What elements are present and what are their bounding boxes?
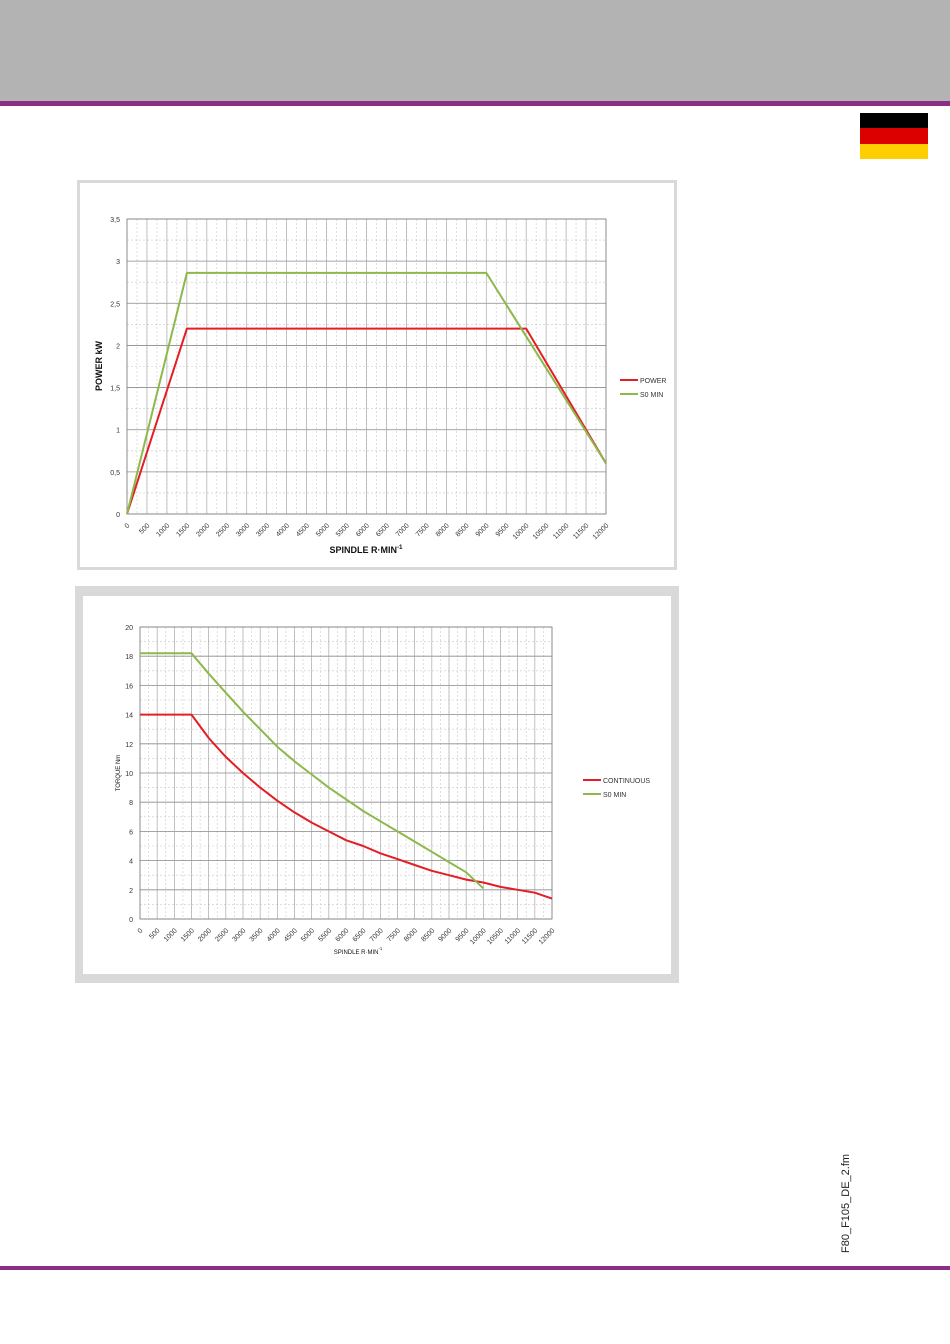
series-line-1 bbox=[126, 327, 607, 515]
x-tick-label: 3500 bbox=[249, 927, 265, 943]
flag-stripe-gold bbox=[860, 143, 928, 159]
y-tick-label: 14 bbox=[125, 713, 133, 720]
y-tick-label: 4 bbox=[129, 859, 133, 866]
x-tick-label: 9000 bbox=[475, 522, 491, 538]
x-tick-label: 11500 bbox=[572, 522, 590, 540]
series-line-1 bbox=[140, 713, 553, 900]
x-tick-label: 6500 bbox=[375, 522, 391, 538]
file-identifier: F80_F105_DE_2.fm bbox=[840, 1153, 852, 1253]
x-tick-label: 8000 bbox=[403, 927, 419, 943]
x-tick-label: 11000 bbox=[504, 927, 522, 945]
y-tick-label: 0 bbox=[129, 917, 133, 924]
x-tick-label: 12000 bbox=[538, 927, 557, 946]
x-tick-label: 3500 bbox=[255, 522, 271, 538]
series-line-2 bbox=[140, 652, 484, 890]
x-tick-label: 11000 bbox=[552, 522, 570, 540]
x-tick-label: 8500 bbox=[455, 522, 471, 538]
x-tick-label: 11500 bbox=[521, 927, 539, 945]
x-tick-label: 6000 bbox=[334, 927, 350, 943]
flag-stripe-red bbox=[860, 128, 928, 144]
x-tick-label: 5000 bbox=[315, 522, 331, 538]
header-rule bbox=[0, 101, 950, 106]
series-line-2 bbox=[126, 271, 607, 515]
legend-label: S0 MIN bbox=[603, 792, 626, 799]
power-chart-panel: 0 0,5 1 1,5 2 2,5 3 3,5 0 500 1000 1500 2000 2500 3000… bbox=[80, 183, 674, 567]
x-tick-label: 8500 bbox=[420, 927, 436, 943]
x-tick-label: 1500 bbox=[180, 927, 196, 943]
x-tick-label: 7500 bbox=[386, 927, 402, 943]
x-tick-label: 5500 bbox=[317, 927, 333, 943]
torque-chart-frame: 0 2 4 6 8 10 12 14 16 18 20 0 500 1000 1500 2000 2500 300… bbox=[75, 586, 679, 983]
x-tick-label: 1500 bbox=[175, 522, 191, 538]
x-tick-label: 10000 bbox=[469, 927, 488, 946]
x-tick-label: 7500 bbox=[415, 522, 431, 538]
flag-stripe-black bbox=[860, 113, 928, 129]
x-tick-label: 9000 bbox=[437, 927, 453, 943]
legend-label: S0 MIN bbox=[640, 392, 663, 399]
y-tick-label: 8 bbox=[129, 800, 133, 807]
x-tick-label: 7000 bbox=[395, 522, 411, 538]
x-tick-label: 500 bbox=[148, 927, 161, 940]
x-tick-label: 8000 bbox=[435, 522, 451, 538]
y-tick-label: 12 bbox=[125, 742, 133, 749]
y-tick-label: 0 bbox=[116, 512, 120, 519]
header-band bbox=[0, 0, 950, 101]
x-tick-label: 2000 bbox=[195, 522, 211, 538]
y-tick-label: 0,5 bbox=[110, 470, 120, 477]
x-tick-label: 0 bbox=[137, 927, 145, 935]
y-axis-label: POWER kW bbox=[94, 341, 104, 392]
x-tick-label: 10500 bbox=[532, 522, 551, 541]
y-tick-label: 20 bbox=[125, 625, 133, 632]
y-tick-label: 2 bbox=[129, 888, 133, 895]
x-tick-label: 500 bbox=[138, 522, 151, 535]
x-tick-label: 2500 bbox=[214, 927, 230, 943]
german-flag-icon bbox=[860, 113, 928, 159]
x-tick-label: 12000 bbox=[592, 522, 611, 541]
x-tick-label: 3000 bbox=[231, 927, 247, 943]
x-tick-label: 4000 bbox=[266, 927, 282, 943]
plot-area-border bbox=[139, 626, 553, 920]
y-tick-label: 2,5 bbox=[110, 301, 120, 308]
legend-label: CONTINUOUS bbox=[603, 778, 650, 785]
y-tick-label: 16 bbox=[125, 683, 133, 690]
torque-chart-panel: 0 2 4 6 8 10 12 14 16 18 20 0 500 1000 1500 2000 2500 300… bbox=[83, 596, 671, 974]
y-tick-label: 1 bbox=[116, 428, 120, 435]
x-tick-label: 1000 bbox=[155, 522, 171, 538]
x-tick-label: 4500 bbox=[283, 927, 299, 943]
power-chart: 0 0,5 1 1,5 2 2,5 3 3,5 0 500 1000 1500 2000 2500 3000… bbox=[94, 217, 666, 555]
x-tick-label: 9500 bbox=[495, 522, 511, 538]
x-tick-label: 0 bbox=[124, 522, 132, 530]
x-axis-label: SPINDLE R·MIN-1 bbox=[329, 544, 403, 555]
power-chart-frame: 0 0,5 1 1,5 2 2,5 3 3,5 0 500 1000 1500 2000 2500 3000… bbox=[77, 180, 677, 570]
y-tick-label: 6 bbox=[129, 829, 133, 836]
x-tick-label: 1000 bbox=[163, 927, 179, 943]
x-tick-label: 5000 bbox=[300, 927, 316, 943]
x-tick-label: 10500 bbox=[486, 927, 505, 946]
x-tick-label: 10000 bbox=[512, 522, 531, 541]
y-tick-label: 3 bbox=[116, 259, 120, 266]
plot-area-border bbox=[126, 218, 607, 515]
y-tick-label: 18 bbox=[125, 654, 133, 661]
x-tick-label: 3000 bbox=[235, 522, 251, 538]
footer-rule bbox=[0, 1266, 950, 1270]
x-tick-label: 4000 bbox=[275, 522, 291, 538]
x-tick-label: 7000 bbox=[369, 927, 385, 943]
y-tick-label: 2 bbox=[116, 343, 120, 350]
y-tick-label: 1,5 bbox=[110, 386, 120, 393]
x-tick-label: 6500 bbox=[352, 927, 368, 943]
y-axis-label: TORQUE Nm bbox=[116, 755, 122, 792]
x-tick-label: 5500 bbox=[335, 522, 351, 538]
x-tick-label: 6000 bbox=[355, 522, 371, 538]
legend-label: POWER bbox=[640, 378, 666, 385]
x-tick-label: 2000 bbox=[197, 927, 213, 943]
x-axis-label: SPINDLE R·MIN-1 bbox=[334, 946, 383, 956]
y-tick-label: 10 bbox=[125, 771, 133, 778]
y-tick-label: 3,5 bbox=[110, 217, 120, 224]
x-tick-label: 4500 bbox=[295, 522, 311, 538]
x-tick-label: 2500 bbox=[215, 522, 231, 538]
